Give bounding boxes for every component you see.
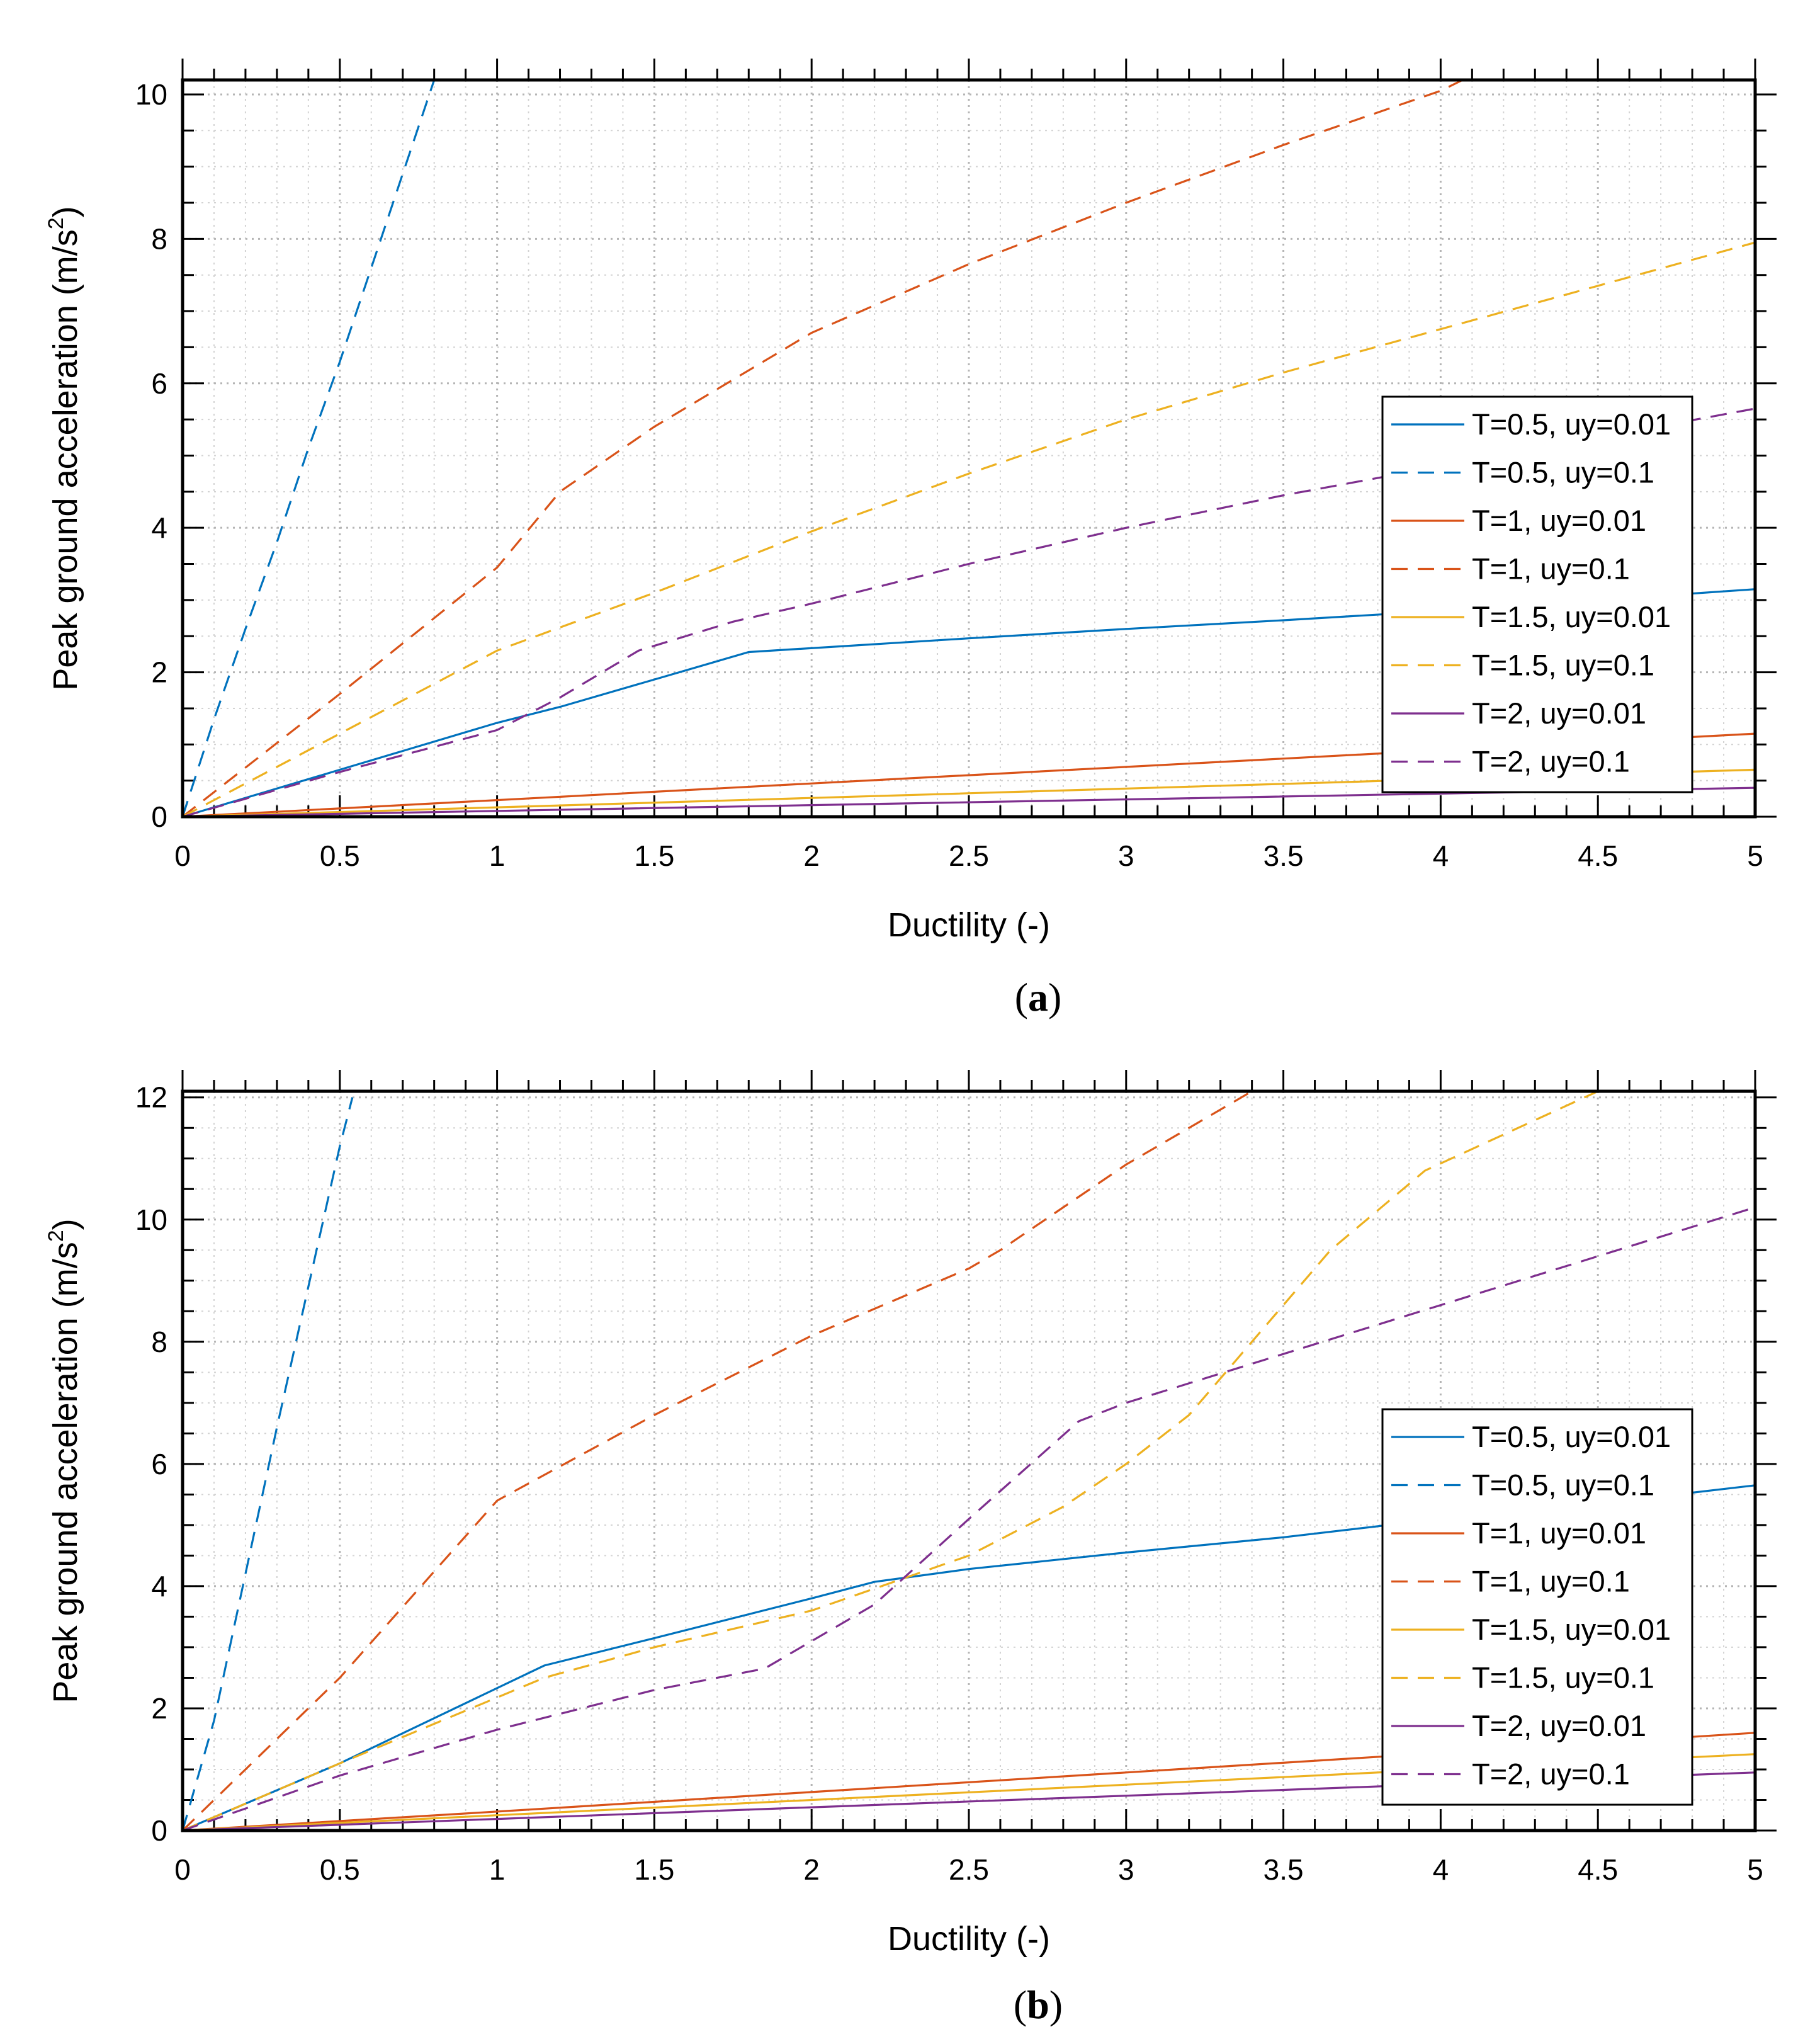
panel-letter: a <box>1028 975 1048 1019</box>
legend-box <box>1381 395 1693 793</box>
legend-entry: T=1.5, uy=0.01 <box>1472 600 1671 633</box>
x-tick-label: 5 <box>1747 1853 1763 1886</box>
legend-entry: T=2, uy=0.01 <box>1472 1709 1646 1742</box>
x-tick-labels: 0 0.5 1 1.5 2 2.5 3 3.5 4 4.5 5 <box>174 839 1763 872</box>
chart-panel-b: 0 0.5 1 1.5 2 2.5 3 3.5 4 4.5 5 0 2 4 6 8 10 12 Ductilit… <box>44 1070 1777 2027</box>
legend-entry: T=1.5, uy=0.01 <box>1472 1613 1671 1646</box>
y-tick-label: 12 <box>135 1081 167 1114</box>
axes-box <box>181 78 1757 819</box>
legend-entry: T=2, uy=0.01 <box>1472 696 1646 730</box>
legend-entry: T=1, uy=0.01 <box>1472 504 1646 537</box>
legend-entry: T=1, uy=0.1 <box>1472 1565 1630 1598</box>
x-tick-label: 1 <box>489 839 506 872</box>
y-tick-label: 6 <box>151 1448 167 1480</box>
x-tick-label: 3 <box>1118 839 1134 872</box>
y-tick-labels: 0 2 4 6 8 10 12 <box>135 1081 167 1847</box>
y-axis-title: Peak ground acceleration (m/s2) <box>44 1218 84 1703</box>
y-tick-label: 4 <box>151 511 167 544</box>
x-tick-label: 0.5 <box>320 839 360 872</box>
y-tick-label: 4 <box>151 1570 167 1603</box>
y-tick-label: 2 <box>151 1692 167 1725</box>
y-axis-title-main: Peak ground acceleration (m/s <box>47 1242 84 1703</box>
y-tick-label: 8 <box>151 1326 167 1358</box>
y-axis-title-superscript: 2 <box>44 1230 68 1242</box>
x-tick-label: 0 <box>174 1853 191 1886</box>
x-tick-labels: 0 0.5 1 1.5 2 2.5 3 3.5 4 4.5 5 <box>174 1853 1763 1886</box>
x-tick-label: 4 <box>1433 839 1449 872</box>
x-tick-label: 0 <box>174 839 191 872</box>
legend-entry: T=0.5, uy=0.01 <box>1472 407 1671 441</box>
y-tick-label: 0 <box>151 1814 167 1847</box>
legend: T=0.5, uy=0.01 T=0.5, uy=0.1 T=1, uy=0.01 T… <box>1381 395 1693 793</box>
x-axis-title: Ductility (-) <box>888 1920 1050 1958</box>
axes-box <box>181 1089 1757 1832</box>
x-tick-label: 2.5 <box>949 839 989 872</box>
y-tick-label: 8 <box>151 222 167 255</box>
y-axis-title-main: Peak ground acceleration (m/s <box>47 229 84 690</box>
legend: T=0.5, uy=0.01 T=0.5, uy=0.1 T=1, uy=0.01 T… <box>1381 1408 1693 1806</box>
series-line <box>183 80 1464 817</box>
series-line <box>183 1091 1598 1831</box>
legend-entry: T=1, uy=0.1 <box>1472 552 1630 586</box>
x-tick-label: 4 <box>1433 1853 1449 1886</box>
x-tick-label: 2 <box>803 1853 820 1886</box>
legend-entry: T=2, uy=0.1 <box>1472 745 1630 778</box>
panel-letter: b <box>1027 1982 1049 2027</box>
x-tick-label: 1.5 <box>634 1853 674 1886</box>
axis-ticks <box>181 1070 1777 1832</box>
y-tick-label: 10 <box>135 78 167 111</box>
legend-entry: T=1.5, uy=0.1 <box>1472 649 1654 682</box>
x-tick-label: 0.5 <box>320 1853 360 1886</box>
x-tick-label: 4.5 <box>1578 839 1618 872</box>
x-tick-label: 1 <box>489 1853 506 1886</box>
legend-entry: T=0.5, uy=0.01 <box>1472 1420 1671 1453</box>
panel-caption-a: (a) <box>1015 975 1062 1019</box>
y-axis-title: Peak ground acceleration (m/s2) <box>44 206 84 690</box>
y-tick-label: 10 <box>135 1203 167 1236</box>
x-tick-label: 5 <box>1747 839 1763 872</box>
legend-entry: T=1, uy=0.01 <box>1472 1516 1646 1550</box>
legend-entry: T=1.5, uy=0.1 <box>1472 1661 1654 1695</box>
y-tick-labels: 0 2 4 6 8 10 <box>135 78 167 833</box>
panel-caption-b: (b) <box>1014 1982 1063 2027</box>
series-line <box>183 407 1755 817</box>
x-tick-label: 1.5 <box>634 839 674 872</box>
y-axis-title-superscript: 2 <box>44 217 68 229</box>
series-line <box>183 80 436 817</box>
y-tick-label: 6 <box>151 367 167 400</box>
chart-panel-a: 0 0.5 1 1.5 2 2.5 3 3.5 4 4.5 5 0 2 4 6 8 10 Ductility … <box>44 59 1777 1019</box>
y-tick-label: 0 <box>151 800 167 833</box>
series-line <box>183 1206 1755 1831</box>
series-line <box>183 1097 354 1831</box>
y-tick-label: 2 <box>151 656 167 689</box>
x-tick-label: 3.5 <box>1263 1853 1304 1886</box>
series-line <box>183 241 1755 817</box>
x-axis-title: Ductility (-) <box>888 906 1050 944</box>
y-axis-title-close: ) <box>47 206 84 217</box>
legend-box <box>1381 1408 1693 1806</box>
x-tick-label: 4.5 <box>1578 1853 1618 1886</box>
legend-entry: T=0.5, uy=0.1 <box>1472 456 1654 489</box>
x-tick-label: 3.5 <box>1263 839 1304 872</box>
x-tick-label: 3 <box>1118 1853 1134 1886</box>
series-line <box>183 1091 1253 1831</box>
legend-entry: T=2, uy=0.1 <box>1472 1757 1630 1791</box>
x-tick-label: 2.5 <box>949 1853 989 1886</box>
x-tick-label: 2 <box>803 839 820 872</box>
legend-entry: T=0.5, uy=0.1 <box>1472 1468 1654 1502</box>
y-axis-title-close: ) <box>47 1218 84 1230</box>
